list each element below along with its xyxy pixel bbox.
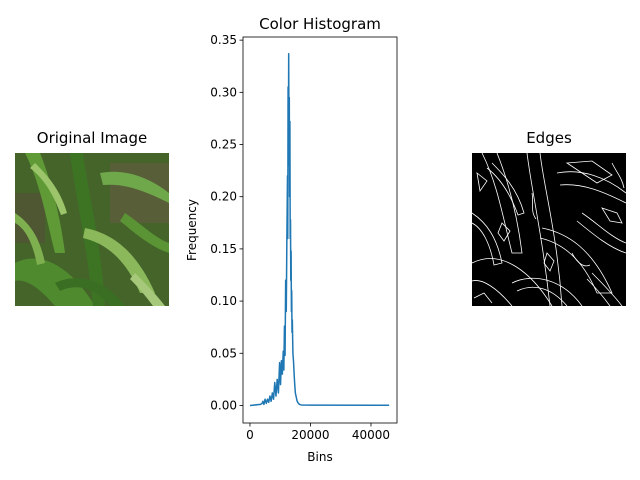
original-image <box>15 153 169 306</box>
y-tick-label: 0.35 <box>210 33 237 47</box>
edges-title: Edges <box>526 129 572 147</box>
x-tick-label: 0 <box>246 428 254 442</box>
x-axis-label: Bins <box>307 450 332 464</box>
x-tick-label: 20000 <box>291 428 329 442</box>
y-tick-label: 0.15 <box>210 242 237 256</box>
y-tick-label: 0.10 <box>210 294 237 308</box>
axes-frame <box>242 36 398 424</box>
original-image-title: Original Image <box>36 129 148 147</box>
y-tick-label: 0.25 <box>210 138 237 152</box>
y-tick-label: 0.05 <box>210 346 237 360</box>
histogram-line <box>249 52 390 407</box>
y-axis: 0.00 0.05 0.10 0.15 0.20 0.25 0.30 0.35 <box>210 33 243 412</box>
plot-area <box>249 52 390 407</box>
x-axis: 0 20000 40000 <box>246 423 390 442</box>
y-tick-label: 0.20 <box>210 190 237 204</box>
edges-image <box>472 153 626 306</box>
edge-map-picture <box>472 153 626 306</box>
y-axis-label: Frequency <box>185 199 199 261</box>
x-tick-label: 40000 <box>352 428 390 442</box>
corn-plants-picture <box>15 153 169 306</box>
y-tick-label: 0.30 <box>210 85 237 99</box>
y-tick-label: 0.00 <box>210 398 237 412</box>
chart-title: Color Histogram <box>259 15 381 33</box>
